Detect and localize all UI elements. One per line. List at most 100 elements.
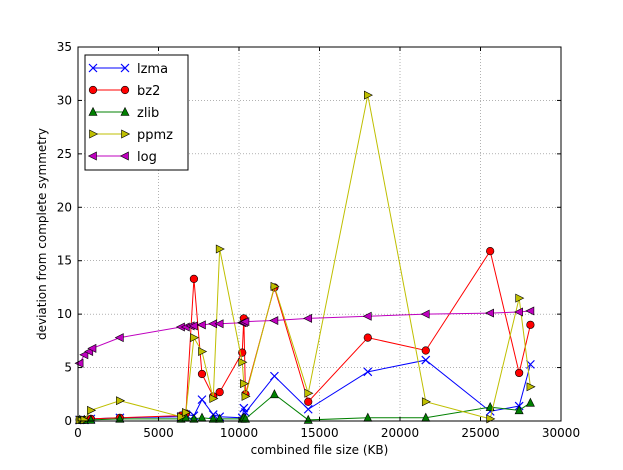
data-point-log (269, 316, 279, 326)
legend-entry-ppmz: ppmz (89, 128, 173, 143)
data-point-zlib (115, 413, 125, 423)
y-tick-label: 25 (57, 147, 72, 161)
data-point-ppmz (241, 391, 251, 401)
y-tick-label: 5 (64, 361, 72, 375)
data-point-ppmz (215, 244, 225, 254)
data-point-lzma (197, 395, 207, 405)
series-layer (74, 90, 536, 425)
data-point-ppmz (209, 394, 219, 404)
data-point-zlib (514, 405, 524, 415)
legend-marker (120, 85, 130, 95)
data-point-ppmz (116, 396, 126, 406)
data-point-log (240, 317, 250, 327)
y-tick-label: 30 (57, 93, 72, 107)
legend-entry-log: log (87, 150, 157, 165)
data-point-log (74, 358, 84, 368)
data-point-bz2 (421, 346, 430, 355)
data-point-log (188, 321, 198, 331)
y-tick-label: 0 (64, 414, 72, 428)
legend-entry-zlib: zlib (88, 106, 159, 121)
data-point-zlib (208, 413, 218, 423)
data-point-log (79, 350, 89, 360)
data-point-ppmz (304, 388, 314, 398)
x-tick-label: 15000 (300, 426, 338, 440)
data-point-zlib (197, 412, 207, 422)
data-point-zlib (269, 389, 279, 399)
data-point-ppmz (526, 382, 536, 392)
series-ppmz (75, 90, 536, 425)
y-axis-ticks: 0 5 10 15 20 25 30 35 (57, 40, 561, 428)
x-tick-label: 25000 (461, 426, 499, 440)
data-point-ppmz (177, 412, 187, 422)
legend-marker (120, 106, 130, 116)
series-line-zlib (79, 393, 531, 421)
legend-label: lzma (137, 62, 168, 77)
data-point-lzma (303, 404, 313, 414)
data-point-ppmz (364, 90, 373, 100)
grid-lines (78, 47, 561, 421)
data-point-log (196, 320, 206, 330)
data-point-bz2 (215, 388, 224, 397)
data-point-lzma (421, 355, 431, 365)
data-point-log (484, 308, 494, 318)
data-point-log (420, 309, 430, 319)
x-tick-label: 20000 (381, 426, 419, 440)
data-point-lzma (269, 371, 279, 381)
legend-marker (88, 63, 98, 73)
legend-marker (88, 106, 98, 116)
x-tick-label: 0 (74, 426, 82, 440)
legend-entry-lzma: lzma (88, 62, 168, 77)
data-point-log (114, 333, 124, 343)
data-point-zlib (525, 397, 535, 407)
data-point-ppmz (198, 347, 208, 357)
data-point-zlib (189, 413, 199, 423)
data-point-log (525, 306, 535, 316)
legend-label: ppmz (137, 128, 173, 143)
legend: lzma bz2 zlib ppmz log (84, 54, 189, 171)
data-point-ppmz (87, 405, 97, 415)
legend-marker (119, 151, 129, 161)
series-zlib (75, 389, 535, 424)
y-tick-label: 35 (57, 40, 72, 54)
data-point-bz2 (189, 274, 199, 283)
data-point-log (214, 319, 224, 329)
legend-marker (120, 63, 130, 73)
data-point-ppmz (80, 415, 90, 425)
legend-marker (87, 151, 97, 161)
data-point-bz2 (486, 246, 495, 256)
data-point-bz2 (197, 369, 207, 379)
data-point-ppmz (421, 397, 431, 407)
data-point-ppmz (238, 357, 248, 367)
y-tick-label: 20 (57, 200, 72, 214)
x-tick-label: 30000 (542, 426, 580, 440)
data-point-bz2 (515, 368, 524, 378)
x-tick-label: 5000 (143, 426, 174, 440)
series-log (74, 306, 535, 368)
data-point-bz2 (363, 333, 372, 342)
data-point-zlib (215, 413, 225, 423)
data-point-ppmz (515, 293, 525, 303)
data-point-zlib (240, 413, 250, 423)
legend-label: zlib (137, 106, 159, 121)
data-point-lzma (363, 367, 373, 377)
data-point-log (303, 313, 313, 323)
data-point-ppmz (190, 333, 200, 343)
y-tick-label: 10 (57, 307, 72, 321)
x-axis-ticks: 0 5000 10000 15000 20000 25000 30000 (74, 47, 580, 440)
data-point-ppmz (270, 281, 280, 291)
data-point-ppmz (182, 407, 192, 417)
data-point-log (513, 307, 523, 317)
legend-marker (89, 129, 99, 139)
data-point-ppmz (240, 379, 250, 389)
data-point-bz2 (526, 320, 535, 329)
series-line-ppmz (79, 94, 531, 421)
y-axis-label: deviation from complete symmetry (35, 128, 49, 340)
data-point-log (362, 311, 372, 321)
y-tick-label: 15 (57, 254, 72, 268)
legend-marker (88, 85, 98, 95)
legend-label: bz2 (137, 84, 160, 99)
data-point-log (87, 343, 97, 353)
legend-marker (121, 129, 131, 139)
x-axis-label: combined file size (KB) (251, 443, 389, 457)
